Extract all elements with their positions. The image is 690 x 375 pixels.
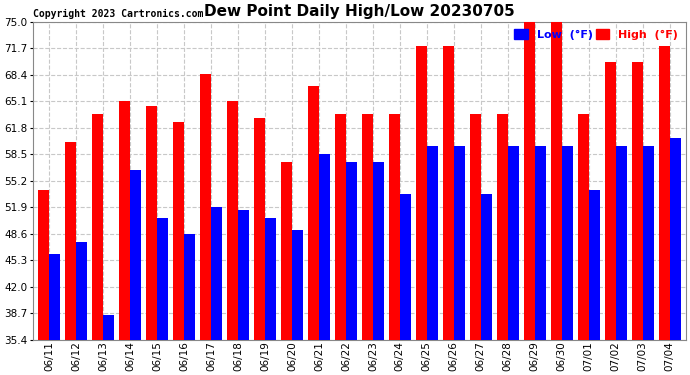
Title: Dew Point Daily High/Low 20230705: Dew Point Daily High/Low 20230705 (204, 4, 515, 19)
Bar (292, 230, 303, 375)
Bar (184, 234, 195, 375)
Bar (254, 118, 265, 375)
Bar (227, 101, 238, 375)
Bar (562, 146, 573, 375)
Legend: Low  (°F), High  (°F): Low (°F), High (°F) (512, 27, 680, 42)
Bar (373, 162, 384, 375)
Bar (443, 46, 454, 375)
Bar (146, 106, 157, 375)
Bar (173, 122, 184, 375)
Bar (211, 207, 222, 375)
Bar (551, 22, 562, 375)
Bar (389, 114, 400, 375)
Bar (281, 162, 292, 375)
Bar (670, 138, 680, 375)
Bar (104, 315, 114, 375)
Bar (157, 218, 168, 375)
Bar (605, 62, 615, 375)
Bar (643, 146, 653, 375)
Bar (130, 170, 141, 375)
Bar (362, 114, 373, 375)
Bar (400, 194, 411, 375)
Bar (524, 22, 535, 375)
Bar (319, 154, 330, 375)
Bar (335, 114, 346, 375)
Bar (470, 114, 481, 375)
Bar (427, 146, 437, 375)
Bar (200, 74, 211, 375)
Bar (615, 146, 627, 375)
Bar (66, 142, 76, 375)
Bar (119, 101, 130, 375)
Bar (308, 86, 319, 375)
Bar (238, 210, 249, 375)
Bar (659, 46, 669, 375)
Bar (416, 46, 427, 375)
Bar (92, 114, 103, 375)
Bar (454, 146, 464, 375)
Bar (578, 114, 589, 375)
Bar (535, 146, 546, 375)
Bar (49, 255, 60, 375)
Bar (589, 190, 600, 375)
Bar (508, 146, 519, 375)
Bar (497, 114, 508, 375)
Bar (632, 62, 642, 375)
Bar (481, 194, 492, 375)
Bar (39, 190, 49, 375)
Bar (265, 218, 276, 375)
Text: Copyright 2023 Cartronics.com: Copyright 2023 Cartronics.com (33, 9, 204, 18)
Bar (76, 243, 87, 375)
Bar (346, 162, 357, 375)
